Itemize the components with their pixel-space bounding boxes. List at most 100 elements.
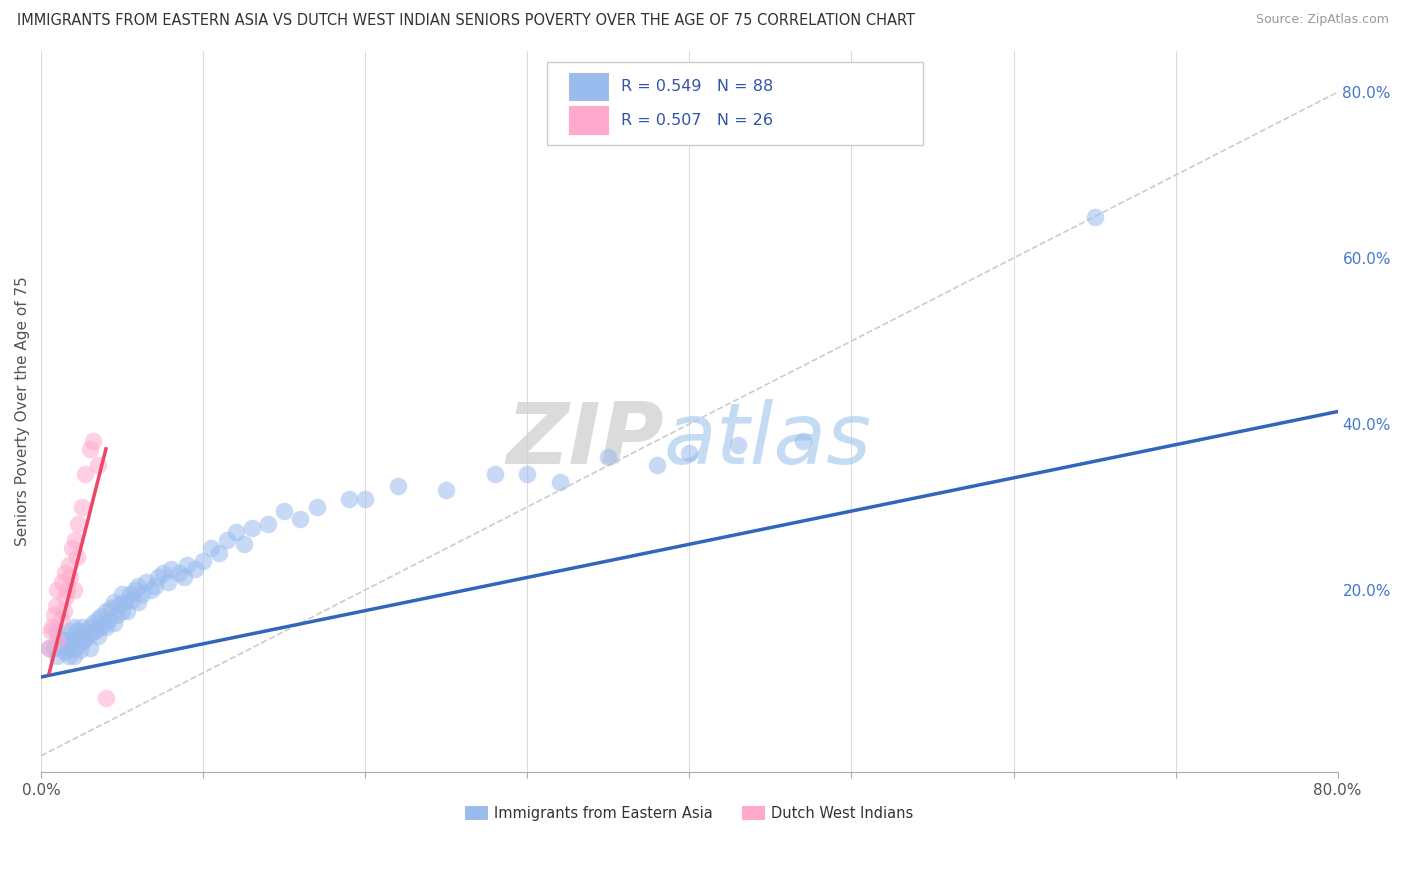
Point <box>200 541 222 556</box>
Text: IMMIGRANTS FROM EASTERN ASIA VS DUTCH WEST INDIAN SENIORS POVERTY OVER THE AGE O: IMMIGRANTS FROM EASTERN ASIA VS DUTCH WE… <box>17 13 915 29</box>
Point <box>337 491 360 506</box>
Point <box>354 491 377 506</box>
Point <box>80 626 103 640</box>
FancyBboxPatch shape <box>569 106 607 134</box>
Point <box>91 617 114 632</box>
Y-axis label: Seniors Poverty Over the Age of 75: Seniors Poverty Over the Age of 75 <box>15 277 30 547</box>
Point <box>63 640 86 655</box>
Point <box>41 620 63 634</box>
Point <box>548 475 571 489</box>
Point <box>111 604 134 618</box>
Point <box>193 554 215 568</box>
Point <box>111 587 134 601</box>
Text: Source: ZipAtlas.com: Source: ZipAtlas.com <box>1256 13 1389 27</box>
Point <box>152 566 174 581</box>
Text: atlas: atlas <box>664 399 872 482</box>
Point <box>62 649 84 664</box>
Point <box>79 442 101 456</box>
Legend: Immigrants from Eastern Asia, Dutch West Indians: Immigrants from Eastern Asia, Dutch West… <box>460 800 920 827</box>
Point <box>38 640 60 655</box>
Point <box>63 533 86 548</box>
Point <box>124 582 146 597</box>
Point <box>51 632 73 647</box>
Point <box>100 601 122 615</box>
Point <box>45 599 67 614</box>
Point <box>90 609 112 624</box>
Point <box>232 537 254 551</box>
Point <box>60 632 83 647</box>
Text: R = 0.507   N = 26: R = 0.507 N = 26 <box>620 113 773 128</box>
Point <box>55 632 77 647</box>
FancyBboxPatch shape <box>547 62 922 145</box>
Point <box>156 574 179 589</box>
Point <box>56 582 79 597</box>
Point <box>94 690 117 705</box>
Point <box>70 500 93 514</box>
Point <box>143 579 166 593</box>
Point <box>103 616 125 631</box>
Point <box>516 467 538 481</box>
Point <box>87 628 110 642</box>
Point <box>83 624 105 639</box>
Point <box>67 637 90 651</box>
Point <box>120 587 142 601</box>
FancyBboxPatch shape <box>569 73 607 101</box>
Point <box>55 645 77 659</box>
Point <box>76 631 98 645</box>
Point <box>434 483 457 498</box>
Point <box>1083 210 1105 224</box>
Point <box>62 620 84 634</box>
Point <box>167 566 190 581</box>
Point <box>115 604 138 618</box>
Point <box>678 446 700 460</box>
Point <box>387 479 409 493</box>
Point <box>94 620 117 634</box>
Point <box>173 570 195 584</box>
Point <box>70 620 93 634</box>
Point <box>59 624 82 639</box>
Point <box>46 582 69 597</box>
Point <box>257 516 280 531</box>
Point <box>59 640 82 655</box>
Point <box>159 562 181 576</box>
Point <box>82 616 104 631</box>
Point <box>87 612 110 626</box>
Point <box>51 574 73 589</box>
Point <box>121 592 143 607</box>
Point <box>240 521 263 535</box>
Point <box>792 434 814 448</box>
Point <box>67 516 90 531</box>
Point <box>108 598 131 612</box>
Point <box>49 640 72 655</box>
Point <box>66 632 89 647</box>
Text: R = 0.549   N = 88: R = 0.549 N = 88 <box>620 79 773 95</box>
Point <box>184 562 207 576</box>
Text: ZIP: ZIP <box>506 399 664 482</box>
Point <box>105 607 128 622</box>
Point <box>127 595 149 609</box>
Point <box>38 640 60 655</box>
Point <box>114 595 136 609</box>
Point <box>46 624 69 639</box>
Point <box>72 634 94 648</box>
Point <box>39 624 62 639</box>
Point <box>79 640 101 655</box>
Point <box>141 582 163 597</box>
Point <box>60 541 83 556</box>
Point <box>103 595 125 609</box>
Point <box>208 545 231 559</box>
Point <box>69 642 91 657</box>
Point <box>89 620 111 634</box>
Point <box>305 500 328 514</box>
Point <box>42 607 65 622</box>
Point <box>79 620 101 634</box>
Point <box>58 649 80 664</box>
Point <box>55 591 77 606</box>
Point <box>73 467 96 481</box>
Point <box>484 467 506 481</box>
Point <box>217 533 239 548</box>
Point <box>127 579 149 593</box>
Point <box>42 640 65 655</box>
Point <box>46 649 69 664</box>
Point <box>49 612 72 626</box>
